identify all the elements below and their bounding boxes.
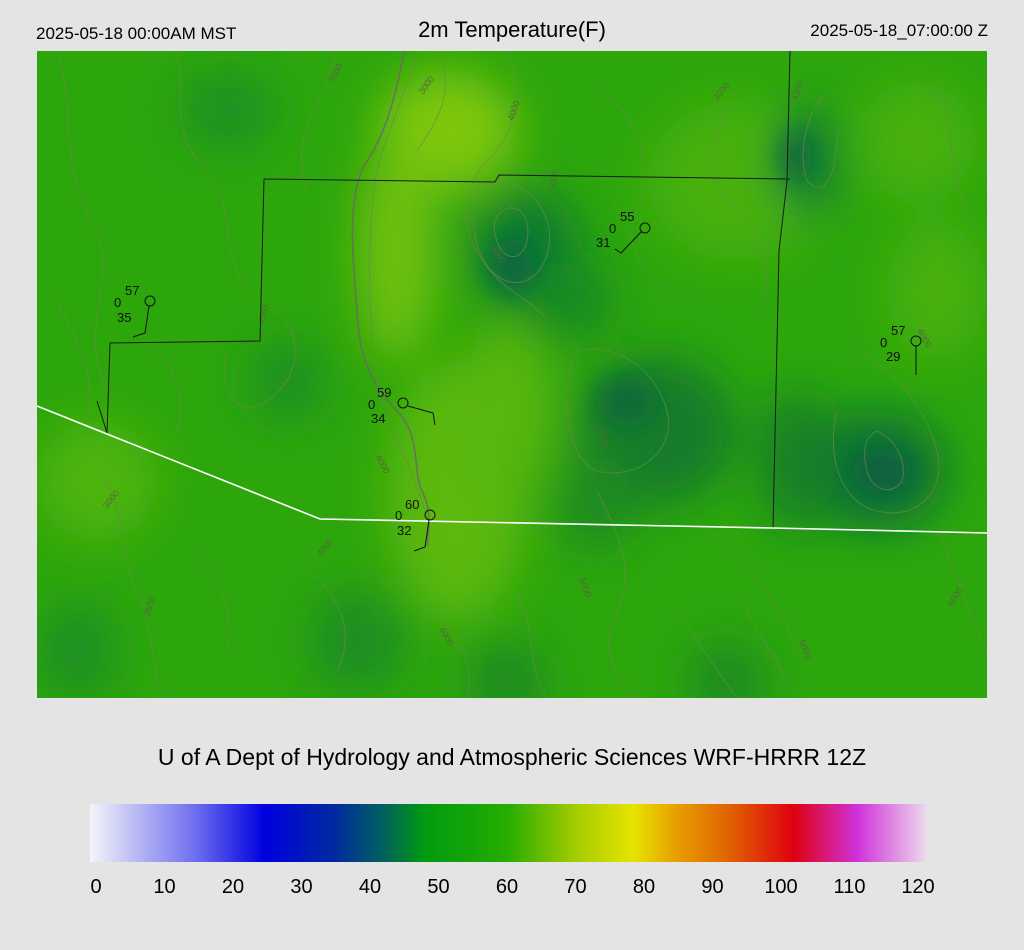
utc-time-label: 2025-05-18_07:00:00 Z	[810, 21, 988, 40]
river	[351, 51, 430, 547]
colorbar-tick-label: 50	[427, 876, 450, 898]
station-temp: 57	[125, 283, 139, 298]
state-boundary	[37, 405, 987, 534]
contour-label: 5000	[597, 426, 610, 447]
station-temp: 60	[405, 497, 419, 512]
colorbar-tick-label: 80	[632, 876, 656, 898]
station-dewpoint: 35	[117, 310, 131, 325]
colorbar-tick-label: 100	[764, 876, 798, 898]
colorbar-tick-label: 90	[701, 876, 724, 898]
temperature-colorbar	[90, 804, 926, 862]
station-dewpoint: 31	[596, 235, 610, 250]
colorbar-tick-label: 110	[833, 876, 866, 898]
station-left-value: 0	[609, 221, 616, 236]
station-temp: 59	[377, 385, 391, 400]
station-60: 60 0 32	[395, 497, 436, 552]
colorbar-tick-label: 120	[901, 876, 935, 898]
local-time-label: 2025-05-18 00:00AM MST	[36, 24, 237, 43]
colorbar-tick-label: 60	[495, 876, 519, 898]
station-left-value: 0	[395, 508, 402, 523]
colorbar-tick-label: 70	[564, 876, 587, 898]
temperature-map: 3500 3000 4000 5000 4000 4000 3000 4500 …	[37, 51, 987, 698]
station-57-east: 57 0 29	[880, 323, 922, 375]
station-55: 55 0 31	[596, 209, 651, 254]
colorbar-tick-label: 40	[358, 876, 382, 898]
map-title: 2m Temperature(F)	[418, 17, 606, 42]
station-temp: 55	[620, 209, 634, 224]
station-dewpoint: 29	[886, 349, 900, 364]
station-dewpoint: 32	[397, 523, 411, 538]
station-left-value: 0	[114, 295, 121, 310]
station-left-value: 0	[368, 397, 375, 412]
colorbar-ticks: 0 10 20 30 40 50 60 70 80 90 100 110 120	[0, 876, 1024, 906]
station-57-west: 57 0 35	[114, 283, 156, 338]
credit-line: U of A Dept of Hydrology and Atmospheric…	[157, 744, 867, 770]
elevation-contours	[56, 51, 987, 698]
station-temp: 57	[891, 323, 905, 338]
station-59: 59 0 34	[368, 385, 436, 426]
colorbar-tick-label: 10	[153, 876, 176, 898]
station-dewpoint: 34	[371, 411, 385, 426]
station-left-value: 0	[880, 335, 887, 350]
colorbar-tick-label: 0	[90, 876, 102, 898]
colorbar-gradient	[90, 804, 926, 862]
colorbar-tick-label: 30	[290, 876, 313, 898]
colorbar-tick-label: 20	[221, 876, 245, 898]
county-boundaries	[96, 51, 791, 529]
